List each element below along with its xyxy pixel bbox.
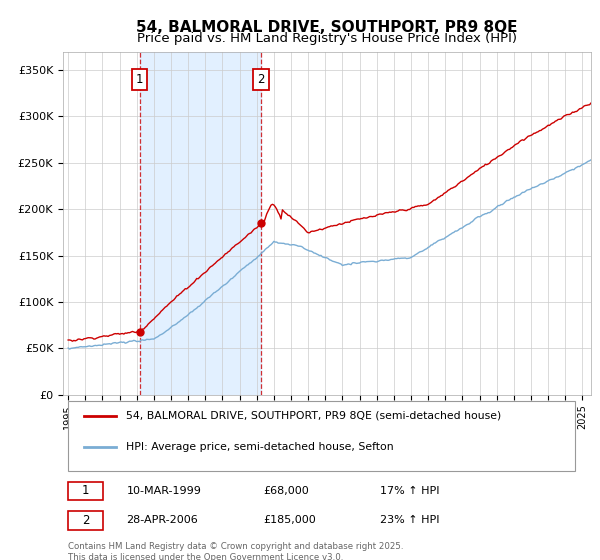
Text: HPI: Average price, semi-detached house, Sefton: HPI: Average price, semi-detached house,… [127,442,394,452]
Text: £185,000: £185,000 [263,515,316,525]
Text: 2: 2 [257,73,265,86]
FancyBboxPatch shape [68,511,103,530]
Text: This data is licensed under the Open Government Licence v3.0.: This data is licensed under the Open Gov… [68,553,344,560]
Text: Price paid vs. HM Land Registry's House Price Index (HPI): Price paid vs. HM Land Registry's House … [137,32,517,45]
Text: 17% ↑ HPI: 17% ↑ HPI [380,486,439,496]
Text: 1: 1 [82,484,89,497]
Bar [140,52,261,395]
Text: 28-APR-2006: 28-APR-2006 [127,515,198,525]
Text: Contains HM Land Registry data © Crown copyright and database right 2025.: Contains HM Land Registry data © Crown c… [68,542,404,551]
Text: 2: 2 [82,514,89,526]
Text: 10-MAR-1999: 10-MAR-1999 [127,486,201,496]
Text: 54, BALMORAL DRIVE, SOUTHPORT, PR9 8QE (semi-detached house): 54, BALMORAL DRIVE, SOUTHPORT, PR9 8QE (… [127,410,502,421]
Text: 54, BALMORAL DRIVE, SOUTHPORT, PR9 8QE: 54, BALMORAL DRIVE, SOUTHPORT, PR9 8QE [136,20,518,35]
FancyBboxPatch shape [68,482,103,500]
Text: 23% ↑ HPI: 23% ↑ HPI [380,515,439,525]
Text: £68,000: £68,000 [263,486,310,496]
FancyBboxPatch shape [68,401,575,472]
Text: 1: 1 [136,73,143,86]
